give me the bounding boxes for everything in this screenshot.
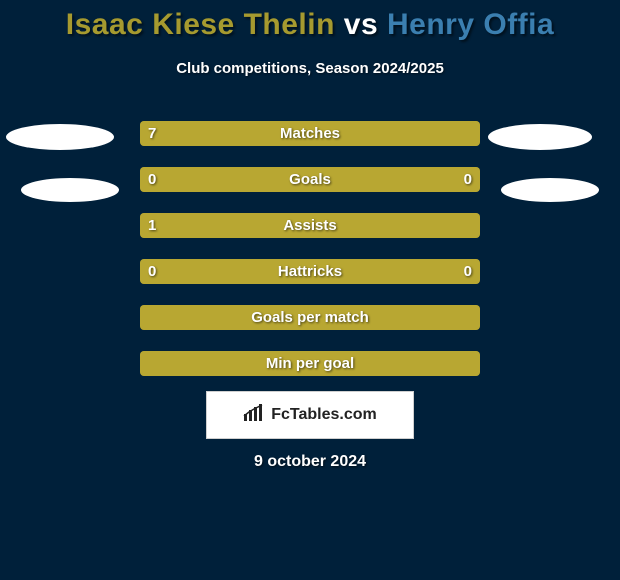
stat-value-right: 0 <box>464 167 472 192</box>
title-vs: vs <box>344 8 378 41</box>
stat-label: Assists <box>140 213 480 238</box>
stat-value-left: 7 <box>148 121 156 146</box>
date-text: 9 october 2024 <box>0 453 620 471</box>
title-player2: Henry Offia <box>387 8 554 41</box>
comparison-infographic: Isaac Kiese Thelin vs Henry Offia Club c… <box>0 0 620 580</box>
stat-label: Goals <box>140 167 480 192</box>
stat-row: Hattricks0 0 <box>0 259 620 284</box>
stat-row: Goals per match <box>0 305 620 330</box>
stat-rows: Matches7Goals00Assists1Hattricks00Goals … <box>0 121 620 376</box>
stat-label: Goals per match <box>140 305 480 330</box>
stat-value-left: 0 <box>148 259 156 284</box>
chart-bars-icon <box>243 404 265 427</box>
stat-row: Matches7 <box>0 121 620 146</box>
stat-label: Min per goal <box>140 351 480 376</box>
stat-row: Assists1 <box>0 213 620 238</box>
stat-row: Min per goal <box>0 351 620 376</box>
source-badge: FcTables.com <box>206 391 414 439</box>
badge-text: FcTables.com <box>271 406 377 424</box>
stat-label: Hattricks <box>140 259 480 284</box>
stat-label: Matches <box>140 121 480 146</box>
stat-value-right: 0 <box>464 259 472 284</box>
stat-value-left: 1 <box>148 213 156 238</box>
stat-row: Goals0 0 <box>0 167 620 192</box>
title-player1: Isaac Kiese Thelin <box>66 8 335 41</box>
subtitle: Club competitions, Season 2024/2025 <box>0 60 620 77</box>
stat-value-left: 0 <box>148 167 156 192</box>
page-title: Isaac Kiese Thelin vs Henry Offia <box>0 0 620 42</box>
